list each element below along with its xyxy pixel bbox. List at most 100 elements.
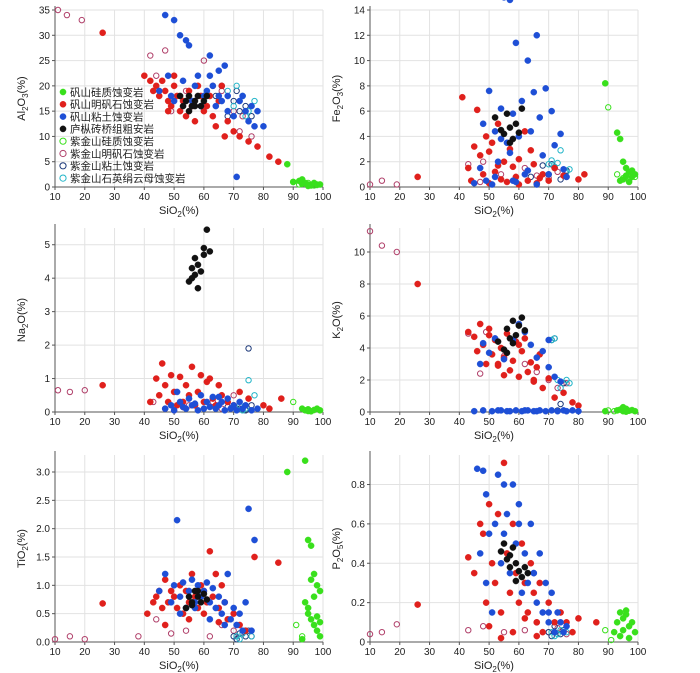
x-tick-label: 10 [364,647,376,658]
data-point-fs_alu [515,373,523,381]
data-point-zj_qs [251,392,258,399]
x-tick-label: 100 [630,647,647,658]
y-tick-label: 0 [44,408,50,419]
data-point-zj_alu [153,616,160,623]
y-axis-label: Na2O(%) [16,298,30,342]
data-point-zj_alu [81,387,88,394]
data-point-fs_alu [209,593,217,600]
data-point-fs_alu [485,325,493,333]
data-point-fs_alu [575,402,582,409]
panel-na2o: 10 20 30 40 50 60 70 80 90 100 0 1 2 3 4 5 SiO2(%) Na2O(%… [16,224,332,444]
data-point-zj_alu [81,635,88,643]
data-point-fs_clay [203,579,211,586]
data-point-fs_clay [185,395,193,402]
data-point-fs_alu [581,171,588,178]
data-point-fs_clay [533,407,541,415]
data-point-fs_clay [497,407,505,414]
data-point-fs_alu [161,87,169,95]
data-point-fs_clay [479,339,487,347]
data-point-fs_clay [155,587,163,595]
data-point-fs_clay [533,181,541,188]
data-point-fs_clay [560,165,567,173]
x-tick-label: 20 [79,192,91,203]
data-point-zj_clay [248,113,255,120]
y-tick-label: 14 [354,6,366,17]
legend-marker-fs_clay [59,113,67,120]
data-point-fs_si [313,627,321,634]
data-point-fs_alu [221,133,229,140]
data-point-fs_clay [551,628,558,636]
data-point-fs_clay [230,402,237,409]
data-point-fs_alu [515,155,523,163]
data-point-fs_alu [476,320,484,328]
y-tick-label: 10 [39,132,51,143]
data-point-fs_alu [414,601,421,608]
data-point-fs_clay [233,407,240,414]
data-point-fs_clay [470,179,478,187]
data-point-lz [491,114,499,121]
data-point-fs_alu [506,367,514,374]
data-point-fs_clay [533,354,541,361]
data-point-fs_si [301,599,309,606]
data-point-lz [200,244,208,252]
data-point-fs_si [310,621,318,629]
data-point-fs_si [622,408,630,415]
data-point-lz [188,264,196,272]
data-point-fs_alu [593,619,600,626]
x-tick-label: 70 [543,647,555,658]
y-tick-label: 0 [359,638,365,649]
data-point-fs_clay [563,407,570,415]
data-point-fs_clay [500,355,508,363]
data-point-lz [194,261,202,269]
data-point-fs_alu [470,143,478,150]
data-point-fs_alu [230,610,237,617]
data-point-lz [503,325,511,333]
data-point-fs_alu [533,363,541,371]
data-point-zj_si [602,626,609,634]
data-point-zj_clay [557,400,564,408]
data-point-fs_alu [191,117,199,125]
data-point-zj_qs [554,159,561,167]
data-point-zj_clay [233,635,240,643]
x-tick-label: 60 [198,192,210,203]
data-point-lz [503,349,511,357]
data-point-fs_clay [482,579,490,587]
data-point-fs_clay [569,407,576,414]
data-point-zj_alu [54,387,62,394]
data-point-fs_si [619,158,627,166]
data-point-fs_clay [254,107,261,115]
y-tick-label: 4 [359,132,365,143]
data-point-fs_clay [506,149,514,157]
data-point-fs_clay [224,92,232,100]
y-tick-label: 2 [359,157,365,168]
data-point-fs_alu [482,599,490,606]
data-point-fs_alu [479,171,487,178]
data-point-fs_clay [530,569,538,577]
data-point-fs_clay [536,550,544,557]
data-point-zj_alu [153,72,160,79]
data-point-zj_qs [566,380,573,387]
data-point-fs_alu [185,616,193,623]
data-point-lz [515,567,523,575]
data-point-fs_clay [491,173,499,181]
x-tick-label: 80 [573,192,585,203]
data-point-fs_clay [260,123,267,130]
legend-label-zj_alu: 紫金山明矾石蚀变岩 [70,147,165,160]
data-point-fs_clay [215,593,223,600]
y-tick-label: 30 [39,31,51,42]
data-point-fs_clay [170,582,178,589]
data-point-zj_qs [233,82,240,90]
data-point-fs_si [304,604,312,612]
data-point-lz [518,573,526,581]
data-point-fs_clay [170,16,178,24]
data-point-zj_alu [51,635,59,643]
data-point-fs_clay [575,407,582,415]
data-point-fs_alu [209,112,217,120]
data-point-fs_clay [215,92,223,100]
data-point-zj_clay [245,345,252,352]
data-point-fs_alu [278,395,285,402]
data-point-fs_si [307,542,315,549]
data-point-fs_clay [218,610,226,617]
legend-marker-fs_alu [59,101,67,108]
